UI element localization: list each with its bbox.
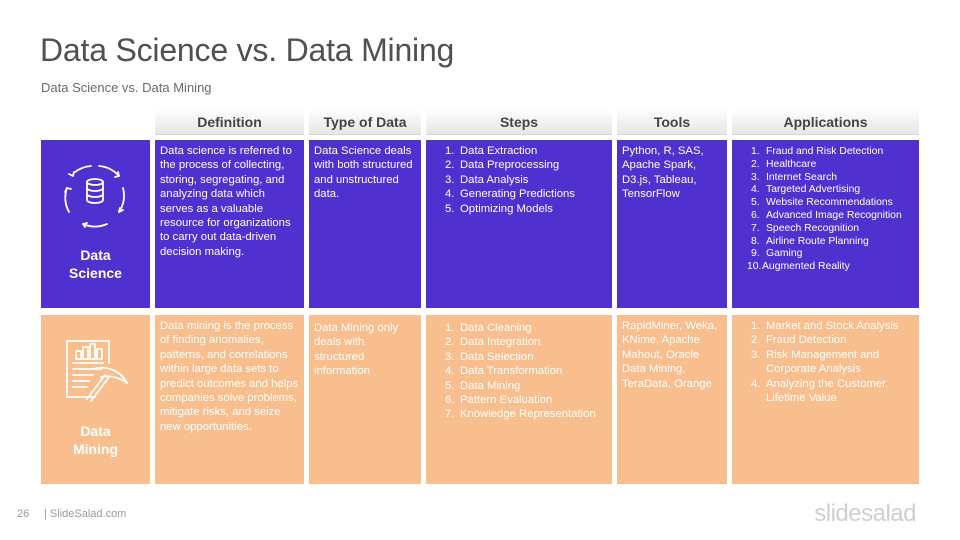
science-steps: 1. Data Extraction 2. Data Preprocessing 3…: [426, 140, 612, 308]
list-item: 10.Augmented Reality: [747, 261, 850, 273]
list-item: 4. Targeted Advertising: [751, 184, 861, 196]
list-item: 7. Speech Recognition: [751, 222, 860, 234]
header-tools: Tools: [617, 109, 727, 135]
row-label-science: [41, 140, 150, 308]
page-title: Data Science vs. Data Mining: [40, 32, 455, 68]
list-item: 9. Gaming: [751, 248, 803, 260]
page-subtitle: Data Science vs. Data Mining: [41, 80, 212, 95]
list-item: 4. Data Transformation: [445, 365, 563, 378]
list-item: 5. Website Recommendations: [751, 197, 893, 209]
list-item: 1. Data Extraction: [445, 145, 538, 157]
list-item: 6. Advanced Image Recognition: [751, 209, 902, 221]
list-item: 3. Data Analysis: [445, 173, 529, 186]
list-item: 6. Pattern Evaluation: [445, 394, 553, 407]
list-item: 4. Analyzing the Customer Lifetime Value: [751, 377, 886, 405]
science-applications: 1. Fraud and Risk Detection 2. Healthcare …: [732, 140, 919, 308]
mining-definition: Data mining is the process of finding an…: [155, 315, 304, 484]
header-definition: Definition: [155, 109, 304, 135]
list-item: 2. Data Preprocessing: [445, 159, 560, 172]
list-item: 2. Fraud Detection: [751, 334, 847, 347]
report-pickaxe-icon: [66, 340, 128, 402]
list-item: 8. Airline Route Planning: [751, 235, 869, 247]
footer-site: | SlideSalad.com: [44, 508, 127, 520]
page-number: 26: [17, 508, 30, 520]
list-item: 5. Optimizing Models: [445, 202, 553, 215]
header-type-of-data: Type of Data: [309, 109, 421, 135]
header-steps: Steps: [426, 109, 612, 135]
science-tools: Python, R, SAS, Apache Spark, D3.js, Tab…: [617, 140, 727, 308]
row-label-mining: [41, 315, 150, 484]
row-label-science-text: Data Science: [69, 247, 122, 281]
science-type-of-data: Data Science deals with both structured …: [309, 140, 421, 308]
mining-tools: RapidMiner, Weka, KNime, Apache Mahout, …: [617, 315, 727, 484]
list-item: 1. Data Cleaning: [445, 322, 532, 334]
mining-type-of-data: Data Mining only deals with structured i…: [309, 315, 421, 484]
mining-steps: 1. Data Cleaning 2. Data Integration 3. Dat…: [426, 315, 612, 484]
list-item: 1. Market and Stock Analysis: [751, 320, 899, 332]
database-cycle-icon: [64, 165, 125, 228]
science-definition: Data science is referred to the process …: [155, 140, 304, 308]
row-label-mining-text: Data Mining: [72, 423, 119, 457]
list-item: 2. Healthcare: [751, 158, 817, 170]
list-item: 4. Generating Predictions: [445, 188, 575, 201]
header-applications: Applications: [732, 109, 919, 135]
list-item: 5. Data Mining: [445, 379, 521, 392]
list-item: 1. Fraud and Risk Detection: [751, 146, 884, 157]
list-item: 3. Internet Search: [751, 171, 838, 183]
list-item: 7. Knowledge Representation: [445, 408, 596, 421]
list-item: 2. Data Integration: [445, 336, 541, 349]
list-item: 3. Data Selection: [445, 350, 534, 363]
list-item: 3. Risk Management and Corporate Analysis: [751, 348, 880, 376]
slidesalad-logo: slidesalad: [814, 500, 916, 527]
mining-applications: 1. Market and Stock Analysis 2. Fraud Dete…: [732, 315, 919, 484]
